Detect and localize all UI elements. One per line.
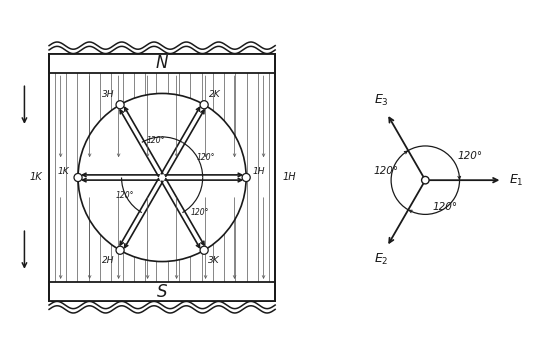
Circle shape	[74, 174, 82, 181]
Polygon shape	[49, 54, 275, 73]
Text: $E_3$: $E_3$	[374, 93, 389, 108]
Text: 2K: 2K	[209, 90, 220, 99]
Text: 120°: 120°	[191, 208, 210, 217]
Text: 120°: 120°	[147, 136, 165, 145]
Text: N: N	[156, 54, 168, 72]
Circle shape	[200, 101, 208, 109]
Text: 120°: 120°	[457, 151, 482, 161]
Text: 120°: 120°	[374, 166, 399, 176]
Text: S: S	[157, 283, 167, 301]
Text: 120°: 120°	[432, 202, 457, 212]
Circle shape	[116, 101, 124, 109]
Text: 1H: 1H	[253, 167, 266, 176]
Circle shape	[78, 93, 246, 262]
Text: 120°: 120°	[197, 153, 215, 162]
Polygon shape	[49, 282, 275, 301]
Text: 2H: 2H	[102, 256, 115, 265]
Text: $E_2$: $E_2$	[374, 252, 389, 267]
Circle shape	[421, 176, 429, 184]
Polygon shape	[49, 54, 275, 301]
Text: $E_1$: $E_1$	[509, 173, 524, 188]
Circle shape	[200, 246, 208, 254]
Text: 3K: 3K	[209, 256, 220, 265]
Text: 3H: 3H	[102, 90, 115, 99]
Text: 1K: 1K	[29, 173, 42, 182]
Circle shape	[116, 246, 124, 254]
Text: 1K: 1K	[58, 167, 69, 176]
Circle shape	[242, 174, 250, 181]
Text: 120°: 120°	[116, 191, 134, 200]
Text: 1H: 1H	[282, 173, 296, 182]
